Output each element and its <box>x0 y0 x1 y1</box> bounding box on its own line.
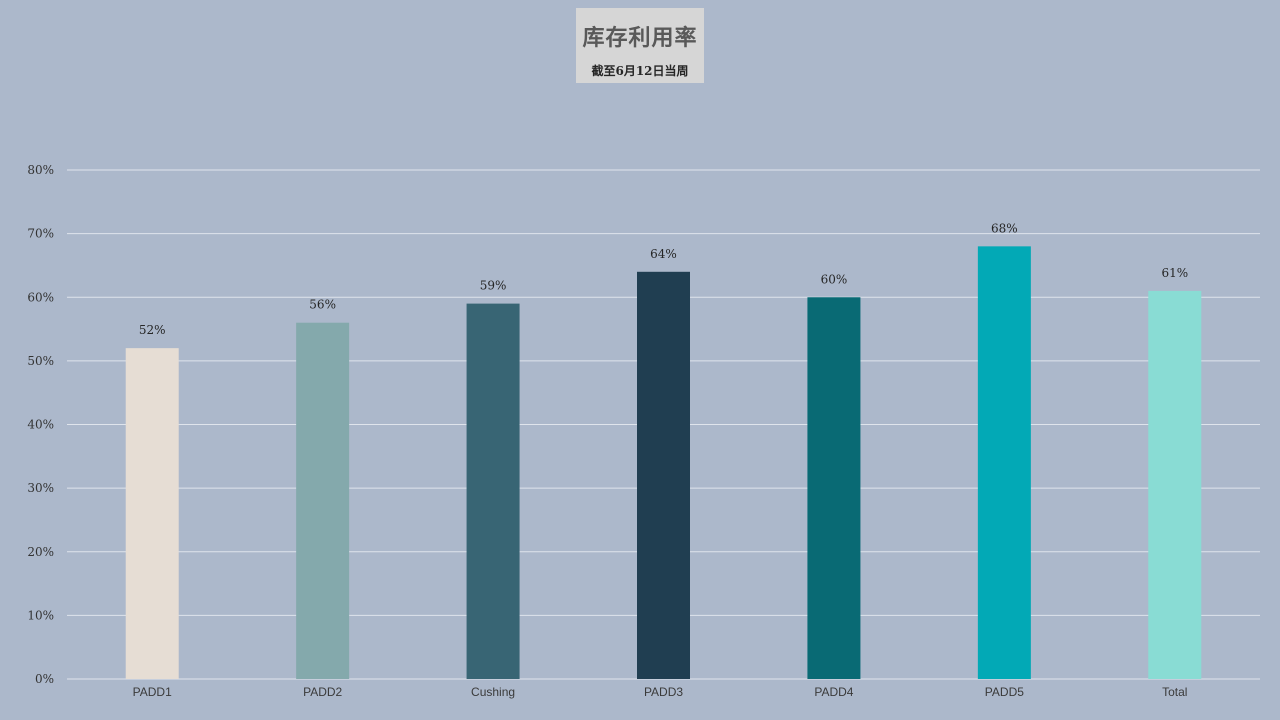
data-label: 68% <box>991 221 1018 235</box>
y-tick-label: 80% <box>27 163 54 177</box>
x-tick-label: PADD4 <box>814 685 853 699</box>
y-tick-label: 50% <box>27 354 54 368</box>
bar-padd3 <box>637 271 690 679</box>
data-label: 52% <box>139 323 166 337</box>
data-labels: 52% 56% 59% 64% 60% 68% 61% <box>139 221 1188 337</box>
x-tick-label: PADD5 <box>985 685 1024 699</box>
x-tick-label: PADD2 <box>303 685 342 699</box>
y-tick-label: 0% <box>35 672 54 686</box>
bar-padd1 <box>125 348 179 679</box>
bar-total <box>1148 290 1202 679</box>
x-axis-ticks: PADD1 PADD2 Cushing PADD3 PADD4 PADD5 Total <box>133 685 1188 699</box>
data-label: 61% <box>1161 266 1188 280</box>
data-label: 60% <box>821 272 848 286</box>
chart-subtitle: 截至6月12日当周 <box>591 64 689 78</box>
data-label: 59% <box>480 279 507 293</box>
title-box: 库存利用率 截至6月12日当周 <box>576 8 704 83</box>
bar-padd2 <box>296 322 350 679</box>
bar-cushing <box>466 303 520 679</box>
bar-padd5 <box>977 246 1031 679</box>
x-tick-label: Total <box>1162 685 1187 699</box>
x-tick-label: PADD3 <box>644 685 683 699</box>
x-tick-label: Cushing <box>471 685 515 699</box>
y-tick-label: 10% <box>27 608 54 622</box>
y-tick-label: 30% <box>27 481 54 495</box>
y-tick-label: 60% <box>27 290 54 304</box>
data-label: 56% <box>309 298 336 312</box>
data-label: 64% <box>650 247 677 261</box>
chart-title: 库存利用率 <box>582 25 698 51</box>
y-tick-label: 20% <box>27 545 54 559</box>
y-axis-ticks: 0% 10% 20% 30% 40% 50% 60% 70% 80% <box>27 163 54 686</box>
bars <box>125 246 1202 679</box>
bar-padd4 <box>807 297 861 679</box>
y-tick-label: 40% <box>27 418 54 432</box>
y-tick-label: 70% <box>27 227 54 241</box>
x-tick-label: PADD1 <box>133 685 172 699</box>
